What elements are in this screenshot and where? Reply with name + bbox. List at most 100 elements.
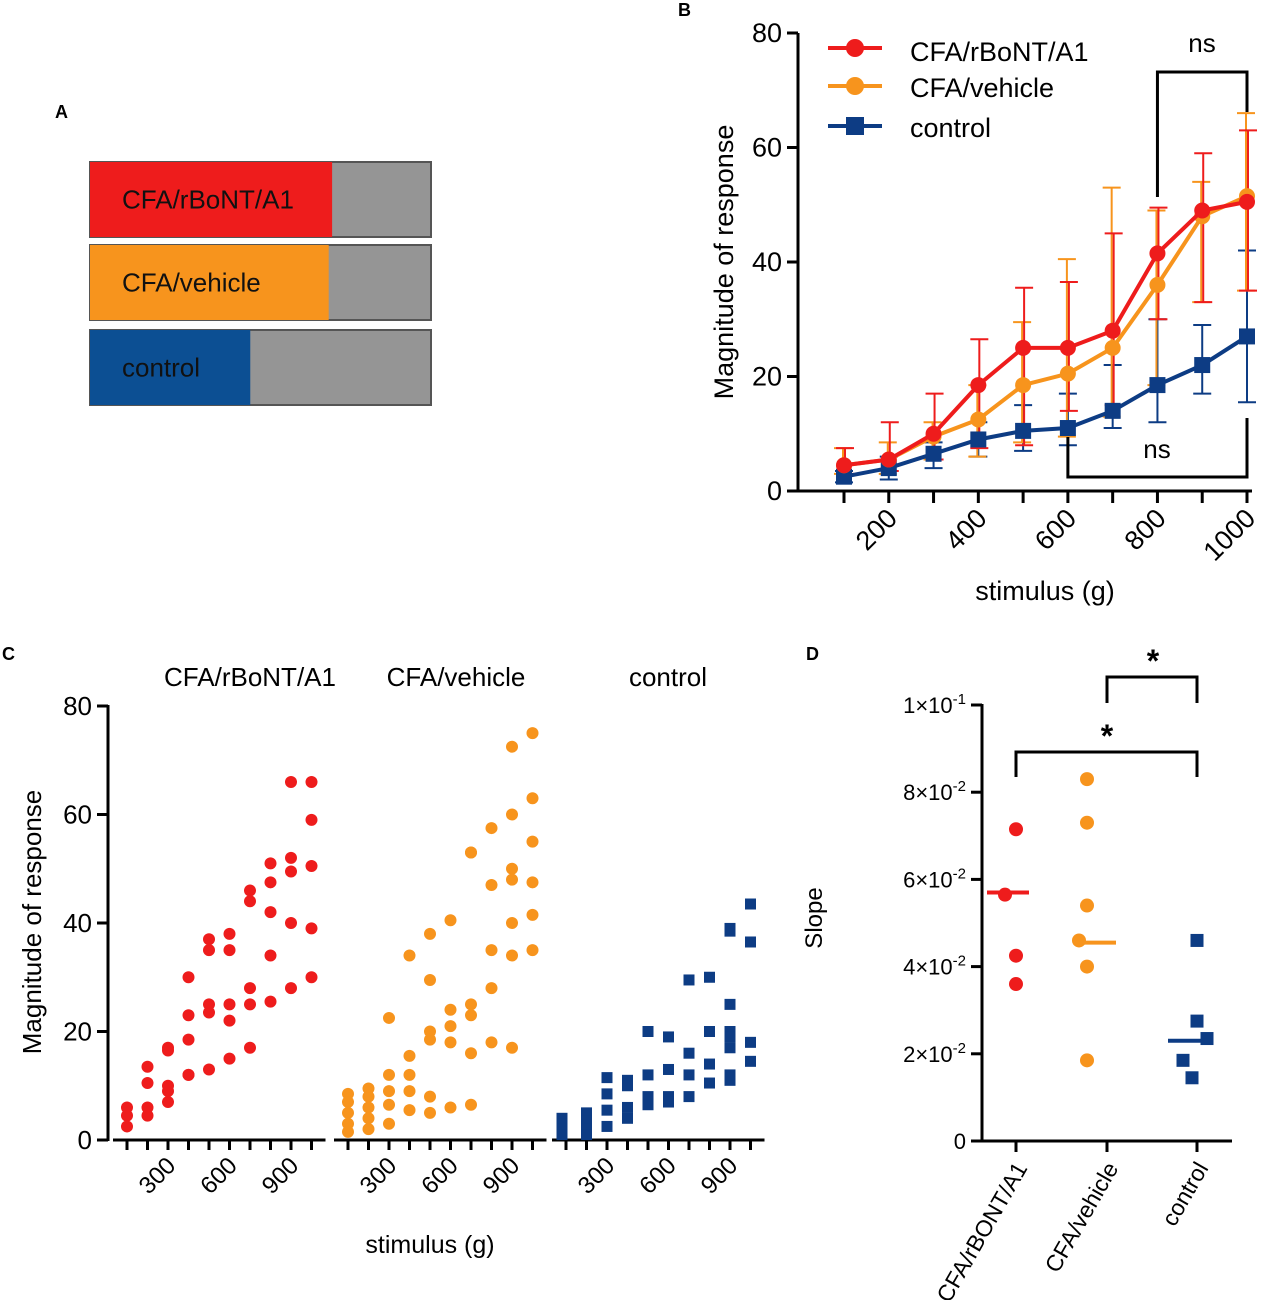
data-point	[683, 1069, 695, 1081]
x-tick-label: 900	[696, 1152, 743, 1199]
panel-c-xlabel: stimulus (g)	[365, 1231, 494, 1259]
series-line	[843, 194, 1248, 468]
panel-b: 0 20 40 60 80 200 400 600 800 1000 stimulus (g) M…	[709, 18, 1261, 606]
data-point	[403, 949, 416, 962]
data-point	[383, 1011, 395, 1024]
bar-label: CFA/rBoNT/A1	[122, 185, 294, 215]
data-point	[704, 1058, 715, 1070]
data-point	[601, 1072, 613, 1084]
x-tick-label: CFA/vehicle	[1039, 1158, 1123, 1277]
data-point	[141, 1109, 154, 1122]
data-point	[444, 914, 457, 927]
bar-fill	[90, 245, 329, 320]
data-point	[403, 1068, 416, 1081]
data-point	[305, 813, 318, 826]
data-point	[424, 1106, 436, 1119]
data-point	[444, 1101, 457, 1114]
panel-b-ns-bottom: ns	[1143, 434, 1170, 464]
data-point	[485, 822, 498, 835]
data-point	[285, 982, 297, 995]
data-point	[223, 927, 236, 940]
data-point	[556, 1129, 568, 1141]
significance-bracket-top	[1105, 675, 1199, 703]
data-point	[182, 971, 195, 984]
data-point	[203, 1006, 215, 1019]
data-point	[526, 944, 539, 957]
data-point	[683, 1091, 695, 1103]
significance-bracket-bottom	[1066, 418, 1249, 479]
data-point	[1194, 357, 1211, 374]
data-point	[264, 876, 277, 889]
data-point	[465, 846, 477, 859]
panel-d-star-top: *	[1147, 643, 1160, 679]
bar-label: control	[122, 353, 200, 383]
data-point	[724, 1042, 736, 1054]
data-point	[162, 1085, 174, 1098]
x-tick-label: 800	[1119, 503, 1172, 556]
data-point	[1239, 328, 1255, 345]
x-tick-label: 600	[195, 1152, 242, 1199]
data-point	[424, 1090, 436, 1103]
data-point	[305, 971, 318, 984]
panel-a-bars: CFA/rBoNT/A1 CFA/vehicle control	[89, 161, 432, 406]
x-tick-label: 300	[355, 1152, 402, 1199]
y-tick-label: 80	[752, 18, 782, 48]
panel-b-ns-top: ns	[1188, 28, 1215, 58]
data-point	[465, 998, 477, 1011]
data-point	[506, 808, 518, 821]
legend-marker	[846, 39, 864, 57]
panel-label-a: A	[55, 102, 68, 122]
data-point	[1080, 898, 1094, 913]
y-tick-label: 20	[63, 1017, 92, 1047]
panel-c-group-title-vehicle: CFA/vehicle	[387, 662, 526, 692]
data-point	[745, 936, 756, 948]
series-line	[843, 334, 1249, 479]
y-tick-label: 0	[767, 476, 782, 506]
data-point	[663, 1031, 674, 1043]
data-point	[1015, 377, 1032, 394]
y-tick-label: 40	[63, 908, 92, 938]
data-point	[285, 917, 297, 929]
data-point	[526, 792, 539, 805]
data-point	[1009, 977, 1023, 992]
data-point	[724, 1069, 736, 1081]
panel-d-star-bottom: *	[1101, 718, 1114, 754]
data-point	[485, 1036, 498, 1049]
data-point	[264, 906, 277, 919]
data-point	[1059, 420, 1076, 437]
data-point	[244, 998, 256, 1011]
data-point	[305, 922, 318, 935]
panel-d: 0 2×10-2 4×10-2 6×10-2 8×10-2 1×10-1 CFA/rBONT…	[801, 643, 1232, 1300]
data-point	[1176, 1053, 1190, 1067]
data-point	[182, 1009, 195, 1022]
y-tick-label: 6×10-2	[903, 865, 966, 892]
data-point	[1080, 959, 1094, 974]
data-point	[880, 451, 897, 468]
legend-marker	[846, 77, 864, 95]
data-point	[203, 1063, 215, 1076]
data-point	[485, 879, 498, 892]
data-point	[601, 1104, 613, 1116]
data-point	[1080, 1053, 1094, 1068]
x-tick-label: 600	[416, 1152, 463, 1199]
y-tick-label: 60	[752, 133, 782, 163]
data-point	[285, 775, 297, 788]
data-point	[1009, 822, 1023, 837]
data-point	[383, 1085, 395, 1098]
data-point	[342, 1096, 354, 1109]
data-point	[244, 895, 256, 908]
data-point	[526, 876, 539, 889]
y-tick-label: 2×10-2	[903, 1040, 966, 1067]
data-point	[264, 995, 277, 1008]
data-point	[203, 944, 215, 957]
panel-c-group-title-control: control	[629, 662, 707, 692]
data-point	[1149, 276, 1166, 293]
data-point	[362, 1123, 375, 1136]
data-point	[264, 857, 277, 870]
data-point	[622, 1112, 633, 1124]
data-point	[745, 898, 756, 910]
y-tick-label: 8×10-2	[903, 778, 966, 805]
x-tick-label: 300	[573, 1152, 620, 1199]
data-point	[121, 1120, 133, 1133]
